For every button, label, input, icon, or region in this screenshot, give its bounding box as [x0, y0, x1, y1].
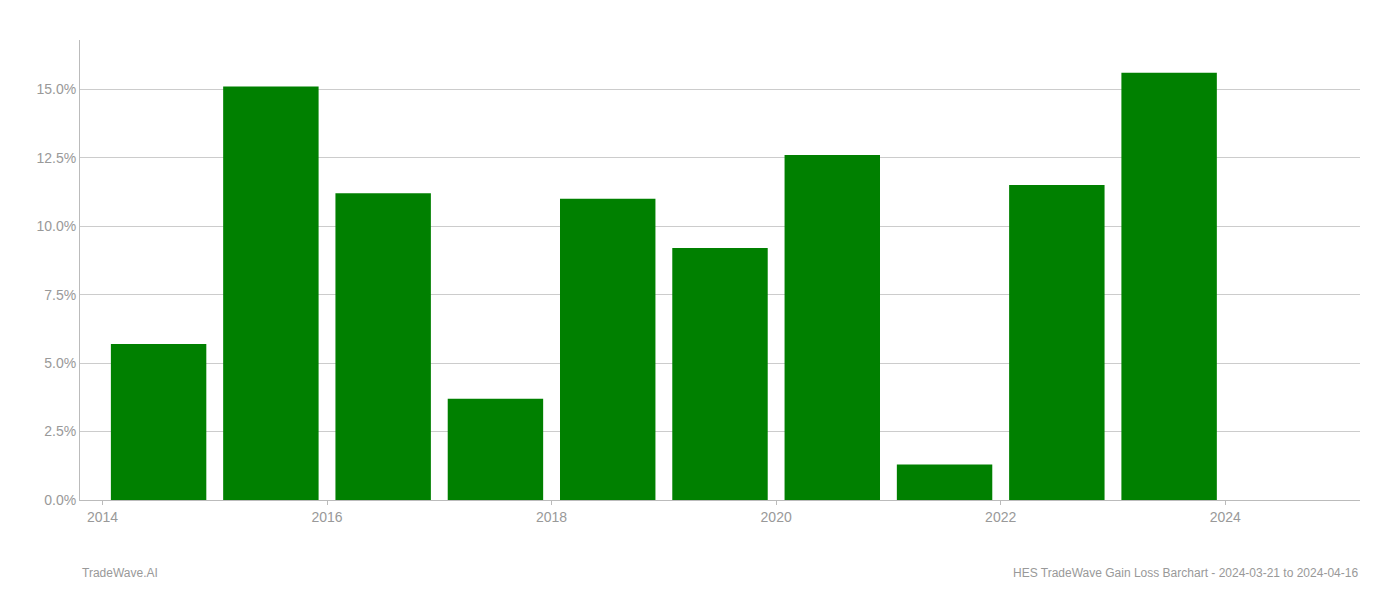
svg-text:2024: 2024: [1210, 509, 1241, 525]
svg-text:2020: 2020: [761, 509, 792, 525]
svg-text:2018: 2018: [536, 509, 567, 525]
svg-text:TradeWave.AI: TradeWave.AI: [82, 566, 158, 580]
svg-text:2.5%: 2.5%: [44, 423, 76, 439]
svg-text:10.0%: 10.0%: [36, 218, 76, 234]
svg-text:2022: 2022: [985, 509, 1016, 525]
svg-text:7.5%: 7.5%: [44, 287, 76, 303]
svg-text:12.5%: 12.5%: [36, 150, 76, 166]
svg-text:5.0%: 5.0%: [44, 355, 76, 371]
svg-text:2014: 2014: [87, 509, 118, 525]
svg-text:0.0%: 0.0%: [44, 492, 76, 508]
svg-text:15.0%: 15.0%: [36, 81, 76, 97]
svg-text:HES TradeWave Gain Loss Barcha: HES TradeWave Gain Loss Barchart - 2024-…: [1013, 566, 1358, 580]
svg-text:2016: 2016: [311, 509, 342, 525]
